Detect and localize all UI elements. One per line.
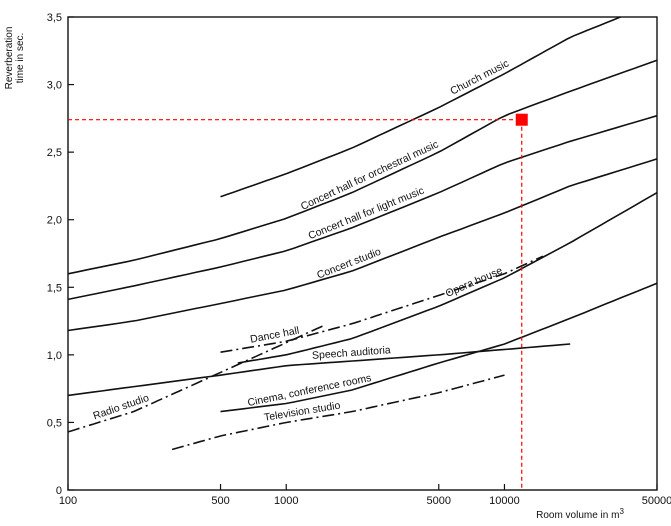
y-axis-label: time in sec. — [15, 33, 26, 84]
series-label-church-music: Church music — [448, 58, 511, 98]
y-tick-label: 0,5 — [47, 417, 62, 429]
marker-point — [515, 113, 528, 126]
y-tick-label: 2,5 — [47, 147, 62, 159]
y-tick-label: 1,0 — [47, 350, 62, 362]
y-tick-label: 0 — [56, 485, 62, 497]
y-tick-label: 2,0 — [47, 215, 62, 227]
y-tick-label: 1,5 — [47, 282, 62, 294]
y-tick-label: 3,5 — [47, 12, 62, 24]
x-axis-label: Room volume in m3 — [536, 507, 624, 521]
series-label-radio-studio: Radio studio — [92, 392, 151, 422]
series-cinema-conference-rooms — [220, 282, 658, 413]
plot-frame — [67, 16, 658, 491]
axes: 0 0,5 1,0 1,5 2,0 2,5 3,0 3,5 100 500 1000 5000 1000… — [4, 12, 671, 521]
x-tick-label: 100 — [59, 495, 77, 507]
series-dance-hall — [220, 255, 544, 353]
series-radio-studio — [67, 324, 326, 433]
series-concert-hall-for-orchestral-music — [67, 59, 658, 275]
series-label-speech-auditoria: Speech auditoria — [312, 344, 392, 362]
x-tick-label: 5000 — [427, 495, 451, 507]
x-tick-label: 50000 — [642, 495, 671, 507]
series-opera-house — [237, 192, 658, 364]
curves — [67, 16, 658, 451]
x-tick-label: 500 — [211, 495, 229, 507]
y-tick-label: 3,0 — [47, 80, 62, 92]
x-tick-label: 10000 — [489, 495, 520, 507]
x-tick-label: 1000 — [274, 495, 298, 507]
y-axis-label: Reverberation — [4, 27, 15, 90]
series-speech-auditoria — [67, 343, 571, 397]
series-label-concert-hall-for-orchestral-music: Concert hall for orchestral music — [299, 138, 441, 213]
series-concert-studio — [67, 158, 658, 332]
marker-guides — [68, 113, 528, 490]
series-church-music — [220, 16, 621, 198]
series-concert-hall-for-light-music — [67, 114, 658, 301]
series-television-studio — [171, 374, 505, 451]
